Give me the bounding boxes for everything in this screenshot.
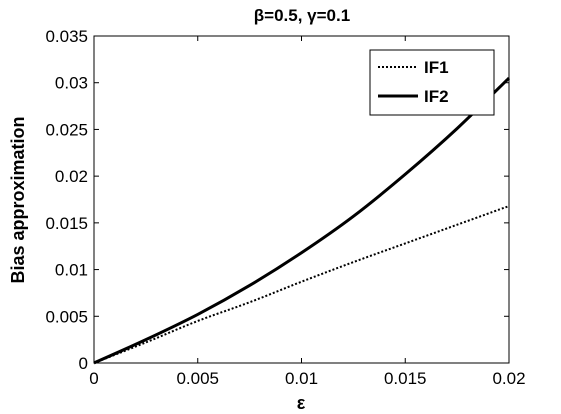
y-tick-label: 0.005 (45, 307, 88, 326)
series-line-if2 (93, 76, 511, 365)
series-line-if1 (93, 205, 510, 364)
y-tick-label: 0 (79, 354, 88, 373)
legend: IF1 IF2 (369, 49, 495, 116)
y-axis-label: Bias approximation (8, 116, 28, 283)
legend-label-if1: IF1 (424, 58, 449, 77)
x-axis-label: ε (297, 393, 306, 413)
series-group (93, 76, 511, 365)
x-tick-label: 0.01 (285, 369, 318, 388)
y-tick-label: 0.02 (55, 167, 88, 186)
x-axis: 0 0.005 0.01 0.015 0.02 (89, 36, 526, 388)
y-tick-label: 0.03 (55, 74, 88, 93)
y-axis: 0 0.005 0.01 0.015 0.02 0.025 0.03 0.035 (45, 27, 509, 373)
y-tick-label: 0.025 (45, 120, 88, 139)
x-tick-label: 0 (89, 369, 98, 388)
legend-box (369, 49, 495, 116)
x-tick-label: 0.015 (384, 369, 427, 388)
y-tick-label: 0.01 (55, 261, 88, 280)
chart-title: β=0.5, γ=0.1 (254, 6, 350, 25)
x-tick-label: 0.005 (176, 369, 219, 388)
y-tick-label: 0.035 (45, 27, 88, 46)
legend-label-if2: IF2 (424, 87, 449, 106)
y-tick-label: 0.015 (45, 214, 88, 233)
x-tick-label: 0.02 (492, 369, 525, 388)
